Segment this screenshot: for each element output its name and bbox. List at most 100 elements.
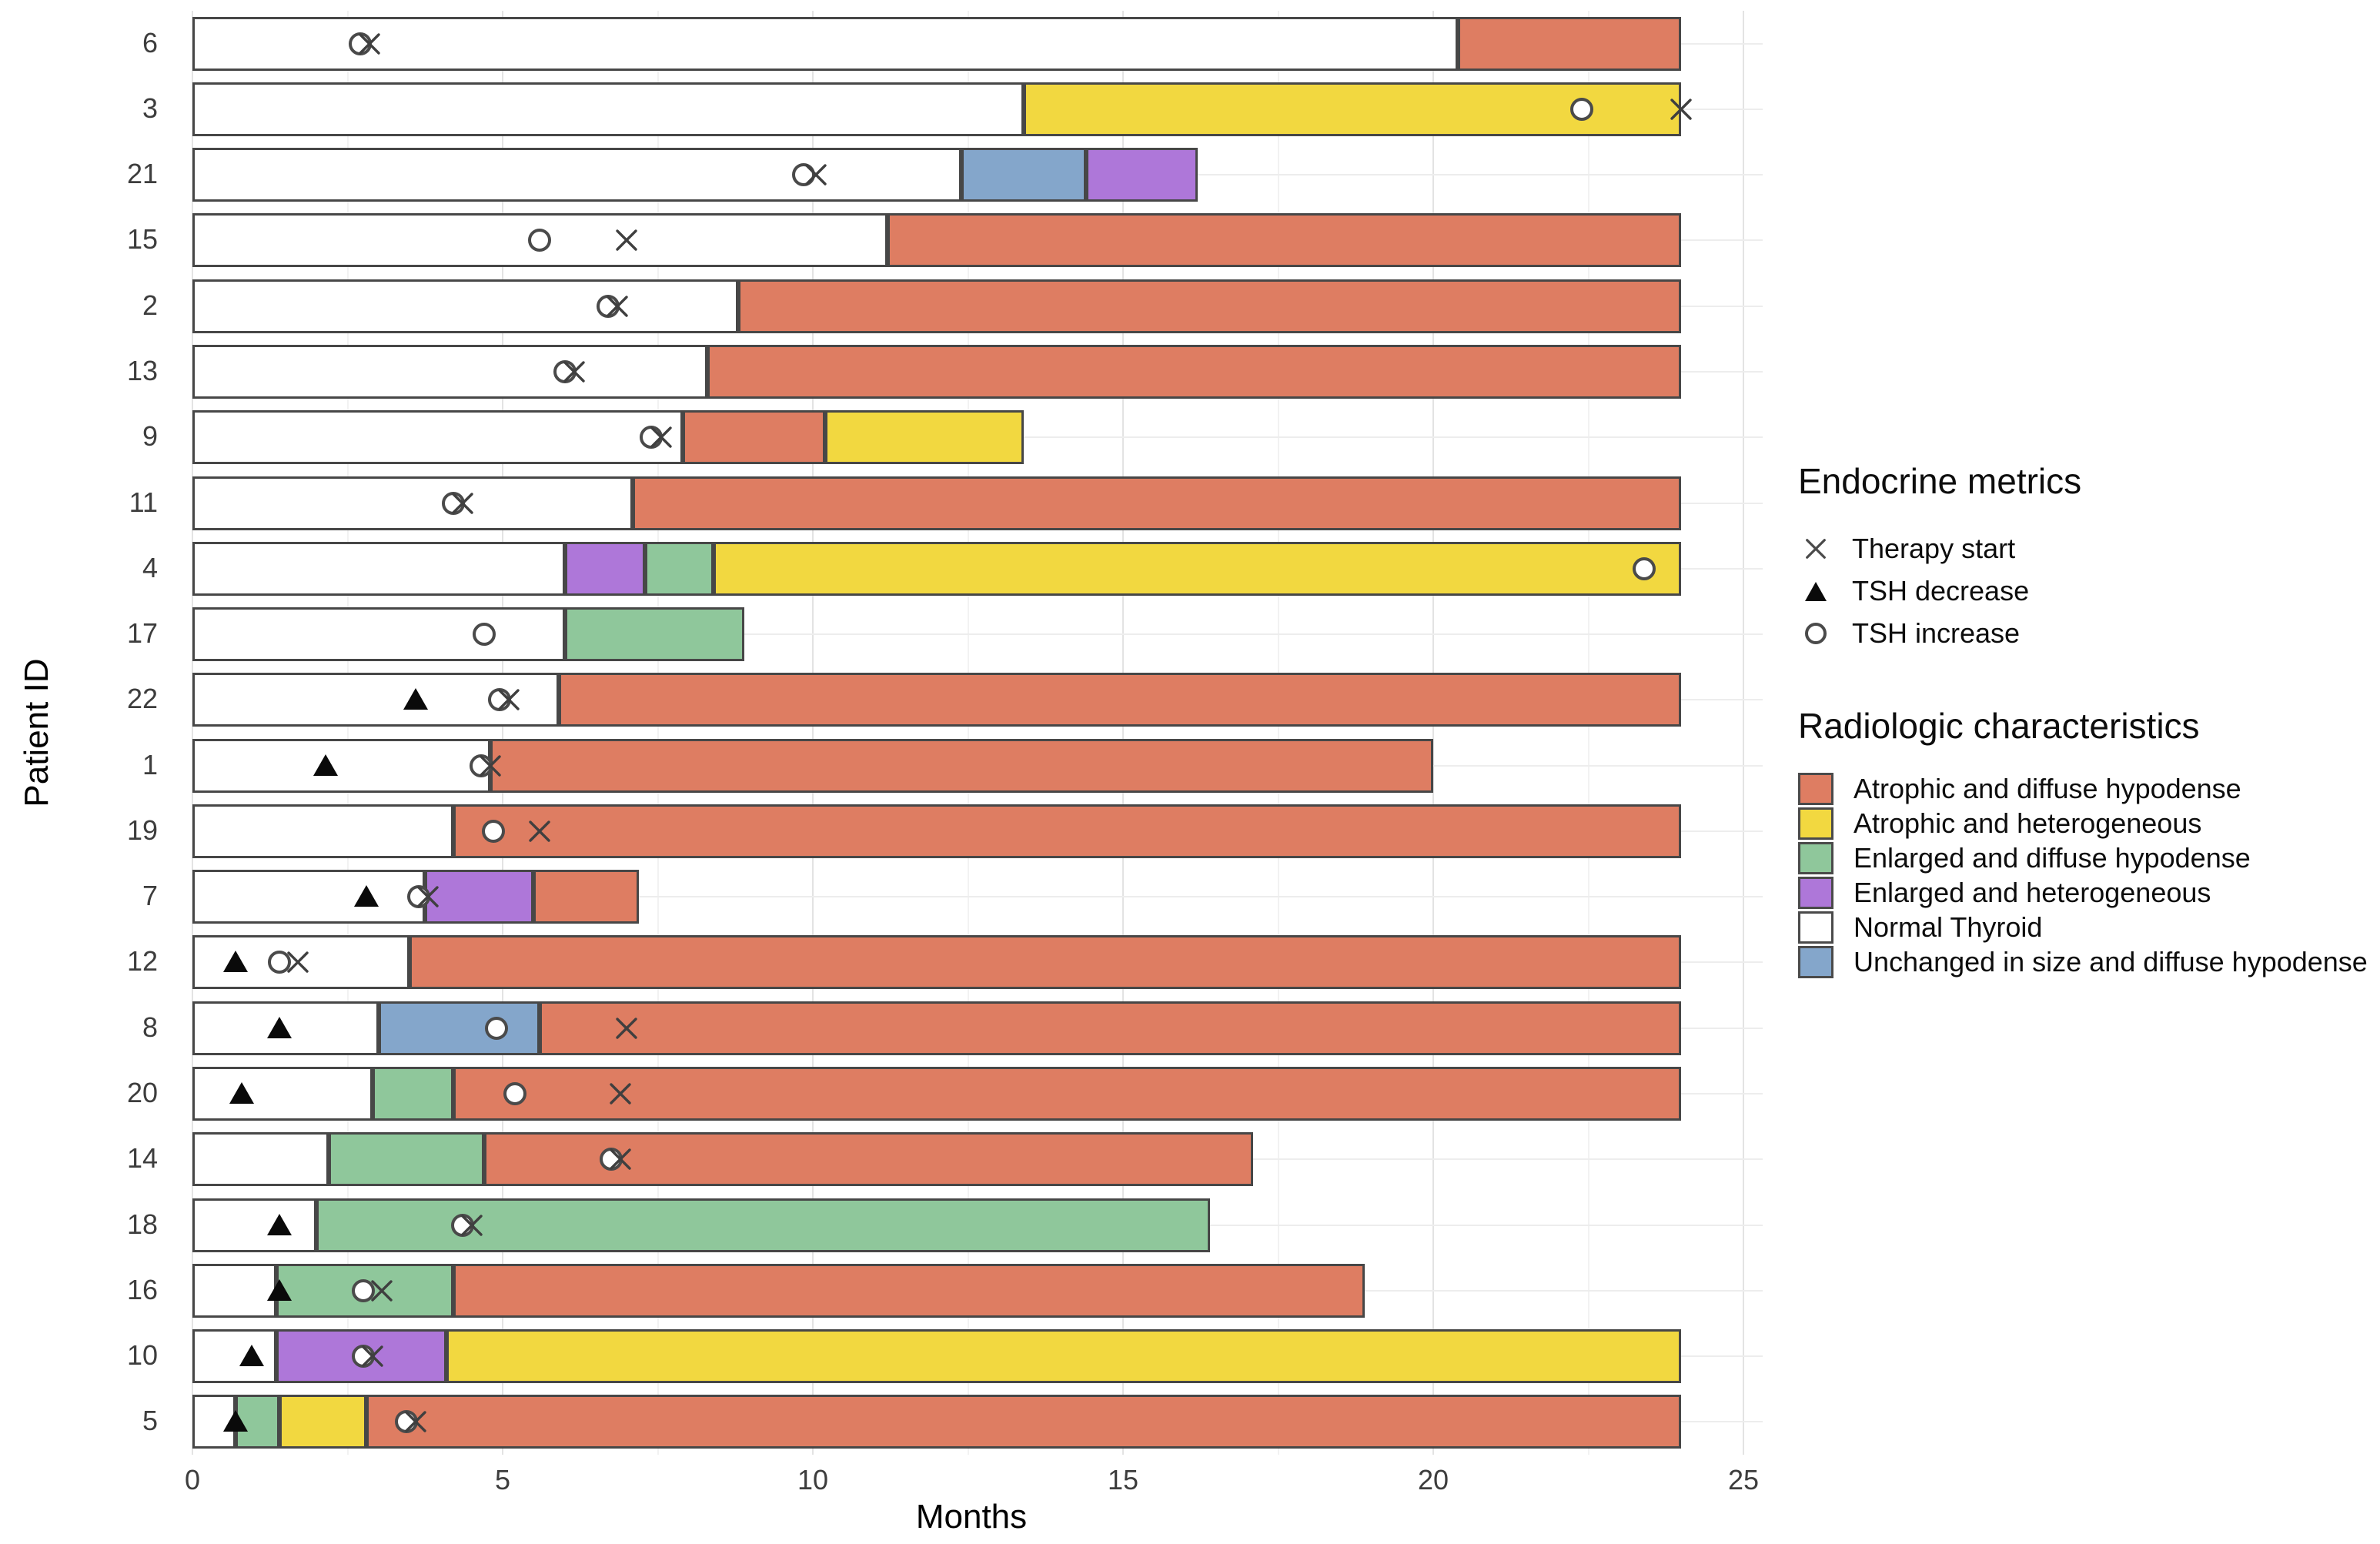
marker-tsh-decrease [353,885,379,907]
color-swatch-enlarged_diffuse [1798,842,1833,874]
bar-segment-normal [192,541,565,596]
triangle-icon [1798,575,1833,607]
bar-segment-normal [192,345,707,399]
marker-tsh-decrease [239,1345,264,1367]
color-swatch-normal [1798,911,1833,944]
circle-glyph [1805,623,1827,644]
bar-segment-normal [192,476,633,530]
marker-therapy-start [459,1212,485,1238]
gridline-horizontal [192,633,1763,636]
endocrine-legend-item: TSH decrease [1798,575,2380,607]
bar-segment-unchanged_diffuse [961,148,1086,202]
bar-segment-atrophic_diffuse [540,1001,1682,1055]
marker-tsh-increase [484,1016,508,1040]
bar-segment-atrophic_diffuse [490,738,1433,793]
bar-segment-atrophic_diffuse [453,1067,1682,1121]
y-axis-label-patient-21: 21 [126,158,158,190]
marker-therapy-start [359,1343,386,1369]
marker-tsh-increase [472,623,496,647]
bar-segment-normal [192,279,739,333]
bar-segment-normal [192,1132,329,1187]
marker-tsh-decrease [229,1082,255,1104]
bar-segment-atrophic_hetero [446,1329,1682,1384]
marker-tsh-increase [1570,97,1594,121]
endocrine-legend-label: Therapy start [1852,533,2016,564]
bar-segment-atrophic_diffuse [453,1263,1365,1318]
plot-panel [192,11,1763,1455]
bar-segment-atrophic_diffuse [707,345,1682,399]
gridline-vertical [1743,11,1744,1455]
marker-tsh-increase [267,951,291,974]
gridline-vertical [967,11,969,1455]
x-axis-tick-label: 15 [1107,1464,1139,1496]
bar-segment-normal [192,1001,379,1055]
radiologic-legend-label: Enlarged and heterogeneous [1854,877,2211,908]
gridline-horizontal [192,896,1763,898]
marker-tsh-decrease [223,1410,249,1432]
bar-segment-enlarged_diffuse [645,541,714,596]
color-swatch-unchanged_diffuse [1798,946,1833,978]
y-axis-title: Patient ID [18,658,55,807]
marker-tsh-decrease [266,1278,292,1301]
marker-therapy-start [613,227,640,253]
gridline-vertical [192,11,193,1455]
radiologic-legend-title: Radiologic characteristics [1798,706,2200,746]
bar-segment-normal [192,1067,373,1121]
marker-tsh-increase [481,819,505,843]
x-icon [1798,533,1833,565]
x-axis-tick-label: 10 [797,1464,829,1496]
marker-therapy-start [415,884,441,910]
gridline-vertical [502,11,503,1455]
marker-therapy-start [285,949,311,975]
bar-segment-enlarged_diffuse [372,1067,453,1121]
radiologic-legend-label: Unchanged in size and diffuse hypodense [1854,946,2368,978]
triangle-glyph [1805,581,1827,601]
x-axis-tick-label: 0 [184,1464,201,1496]
marker-tsh-increase [528,229,552,252]
color-swatch-atrophic_diffuse [1798,773,1833,805]
y-axis-label-patient-8: 8 [142,1011,158,1043]
radiologic-legend-label: Atrophic and heterogeneous [1854,807,2202,839]
bar-segment-normal [192,870,426,924]
bar-segment-normal [192,1263,276,1318]
bar-segment-atrophic_diffuse [533,870,640,924]
bar-segment-atrophic_diffuse [558,673,1682,727]
y-axis-label-patient-2: 2 [142,289,158,321]
marker-tsh-increase [503,1082,527,1105]
bar-segment-atrophic_diffuse [453,804,1682,858]
marker-therapy-start [648,424,674,450]
x-axis-tick-label: 25 [1727,1464,1760,1496]
radiologic-legend-label: Enlarged and diffuse hypodense [1854,842,2251,874]
color-swatch-atrophic_hetero [1798,807,1833,840]
y-axis-label-patient-7: 7 [142,880,158,912]
bar-segment-enlarged_diffuse [316,1198,1210,1252]
bar-segment-atrophic_hetero [714,541,1682,596]
x-axis-tick-label: 5 [494,1464,511,1496]
bar-segment-atrophic_hetero [825,410,1025,465]
y-axis-label-patient-1: 1 [142,748,158,780]
bar-segment-normal [192,607,565,662]
marker-therapy-start [803,162,829,188]
marker-therapy-start [356,31,383,57]
y-axis-label-patient-11: 11 [129,486,158,518]
bar-segment-atrophic_diffuse [682,410,826,465]
circle-icon [1798,617,1833,650]
marker-therapy-start [526,818,553,844]
marker-tsh-decrease [266,1213,292,1235]
marker-therapy-start [496,687,522,713]
radiologic-legend-label: Normal Thyroid [1854,911,2043,943]
legend: Endocrine metrics Therapy start TSH decre… [1798,460,2380,978]
bar-segment-enlarged_hetero [1085,148,1198,202]
marker-therapy-start [607,1081,633,1107]
bar-segment-atrophic_diffuse [887,213,1682,268]
gridline-vertical [346,11,349,1455]
radiologic-legend-item: Enlarged and heterogeneous [1798,877,2380,909]
marker-therapy-start [369,1278,395,1304]
y-axis-label-patient-5: 5 [142,1405,158,1437]
marker-therapy-start [403,1409,429,1435]
bar-segment-normal [192,738,490,793]
radiologic-legend-item: Enlarged and diffuse hypodense [1798,842,2380,874]
marker-tsh-increase [351,1278,375,1302]
color-swatch-enlarged_hetero [1798,877,1833,909]
bar-segment-atrophic_hetero [279,1395,366,1449]
